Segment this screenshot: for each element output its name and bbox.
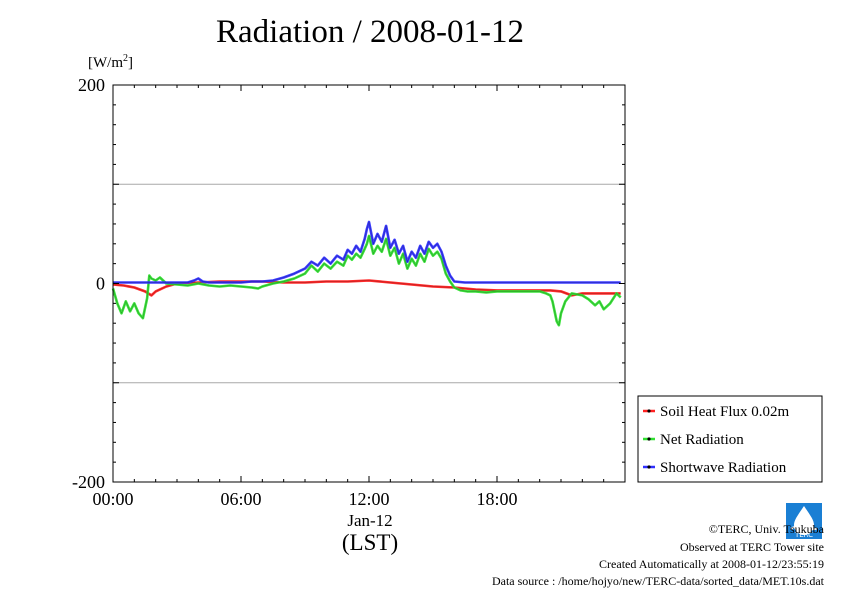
legend-marker <box>647 437 651 441</box>
chart-title: Radiation / 2008-01-12 <box>216 14 524 50</box>
y-tick-label: 200 <box>78 75 105 95</box>
x-axis-label: (LST) <box>341 530 399 555</box>
legend-entry: Net Radiation <box>660 432 744 448</box>
credit-data-source: Data source : /home/hojyo/new/TERC-data/… <box>491 574 824 588</box>
y-tick-label: -200 <box>72 472 105 492</box>
x-tick-label: 06:00 <box>220 489 261 509</box>
y-axis-unit: [W/m2] <box>88 53 133 71</box>
legend-entry: Soil Heat Flux 0.02m <box>660 404 790 420</box>
series-line-core-1 <box>112 235 621 326</box>
x-tick-label: 18:00 <box>476 489 517 509</box>
terc-logo: TERC <box>786 503 822 539</box>
series-line-2 <box>113 220 621 284</box>
y-tick-label: 0 <box>96 274 105 294</box>
legend-entry: Shortwave Radiation <box>660 460 787 476</box>
series-line-0 <box>112 279 621 297</box>
x-tick-label: 00:00 <box>92 489 133 509</box>
legend-box <box>637 395 823 483</box>
series-line-core-0 <box>112 280 621 296</box>
series-line-1 <box>111 234 622 327</box>
x-tick-label: 12:00 <box>348 489 389 509</box>
credit-site: Observed at TERC Tower site <box>679 540 824 554</box>
legend-marker <box>647 409 651 413</box>
x-axis-date-label: Jan-12 <box>347 511 393 530</box>
credit-copyright: ©TERC, Univ. Tsukuba <box>708 522 824 536</box>
svg-text:TERC: TERC <box>794 531 813 539</box>
legend-marker <box>647 465 651 469</box>
legend: Soil Heat Flux 0.02m Net Radiation Shortwa… <box>637 395 823 483</box>
credit-created: Created Automatically at 2008-01-12/23:5… <box>599 557 824 571</box>
series-line-core-2 <box>113 221 621 283</box>
